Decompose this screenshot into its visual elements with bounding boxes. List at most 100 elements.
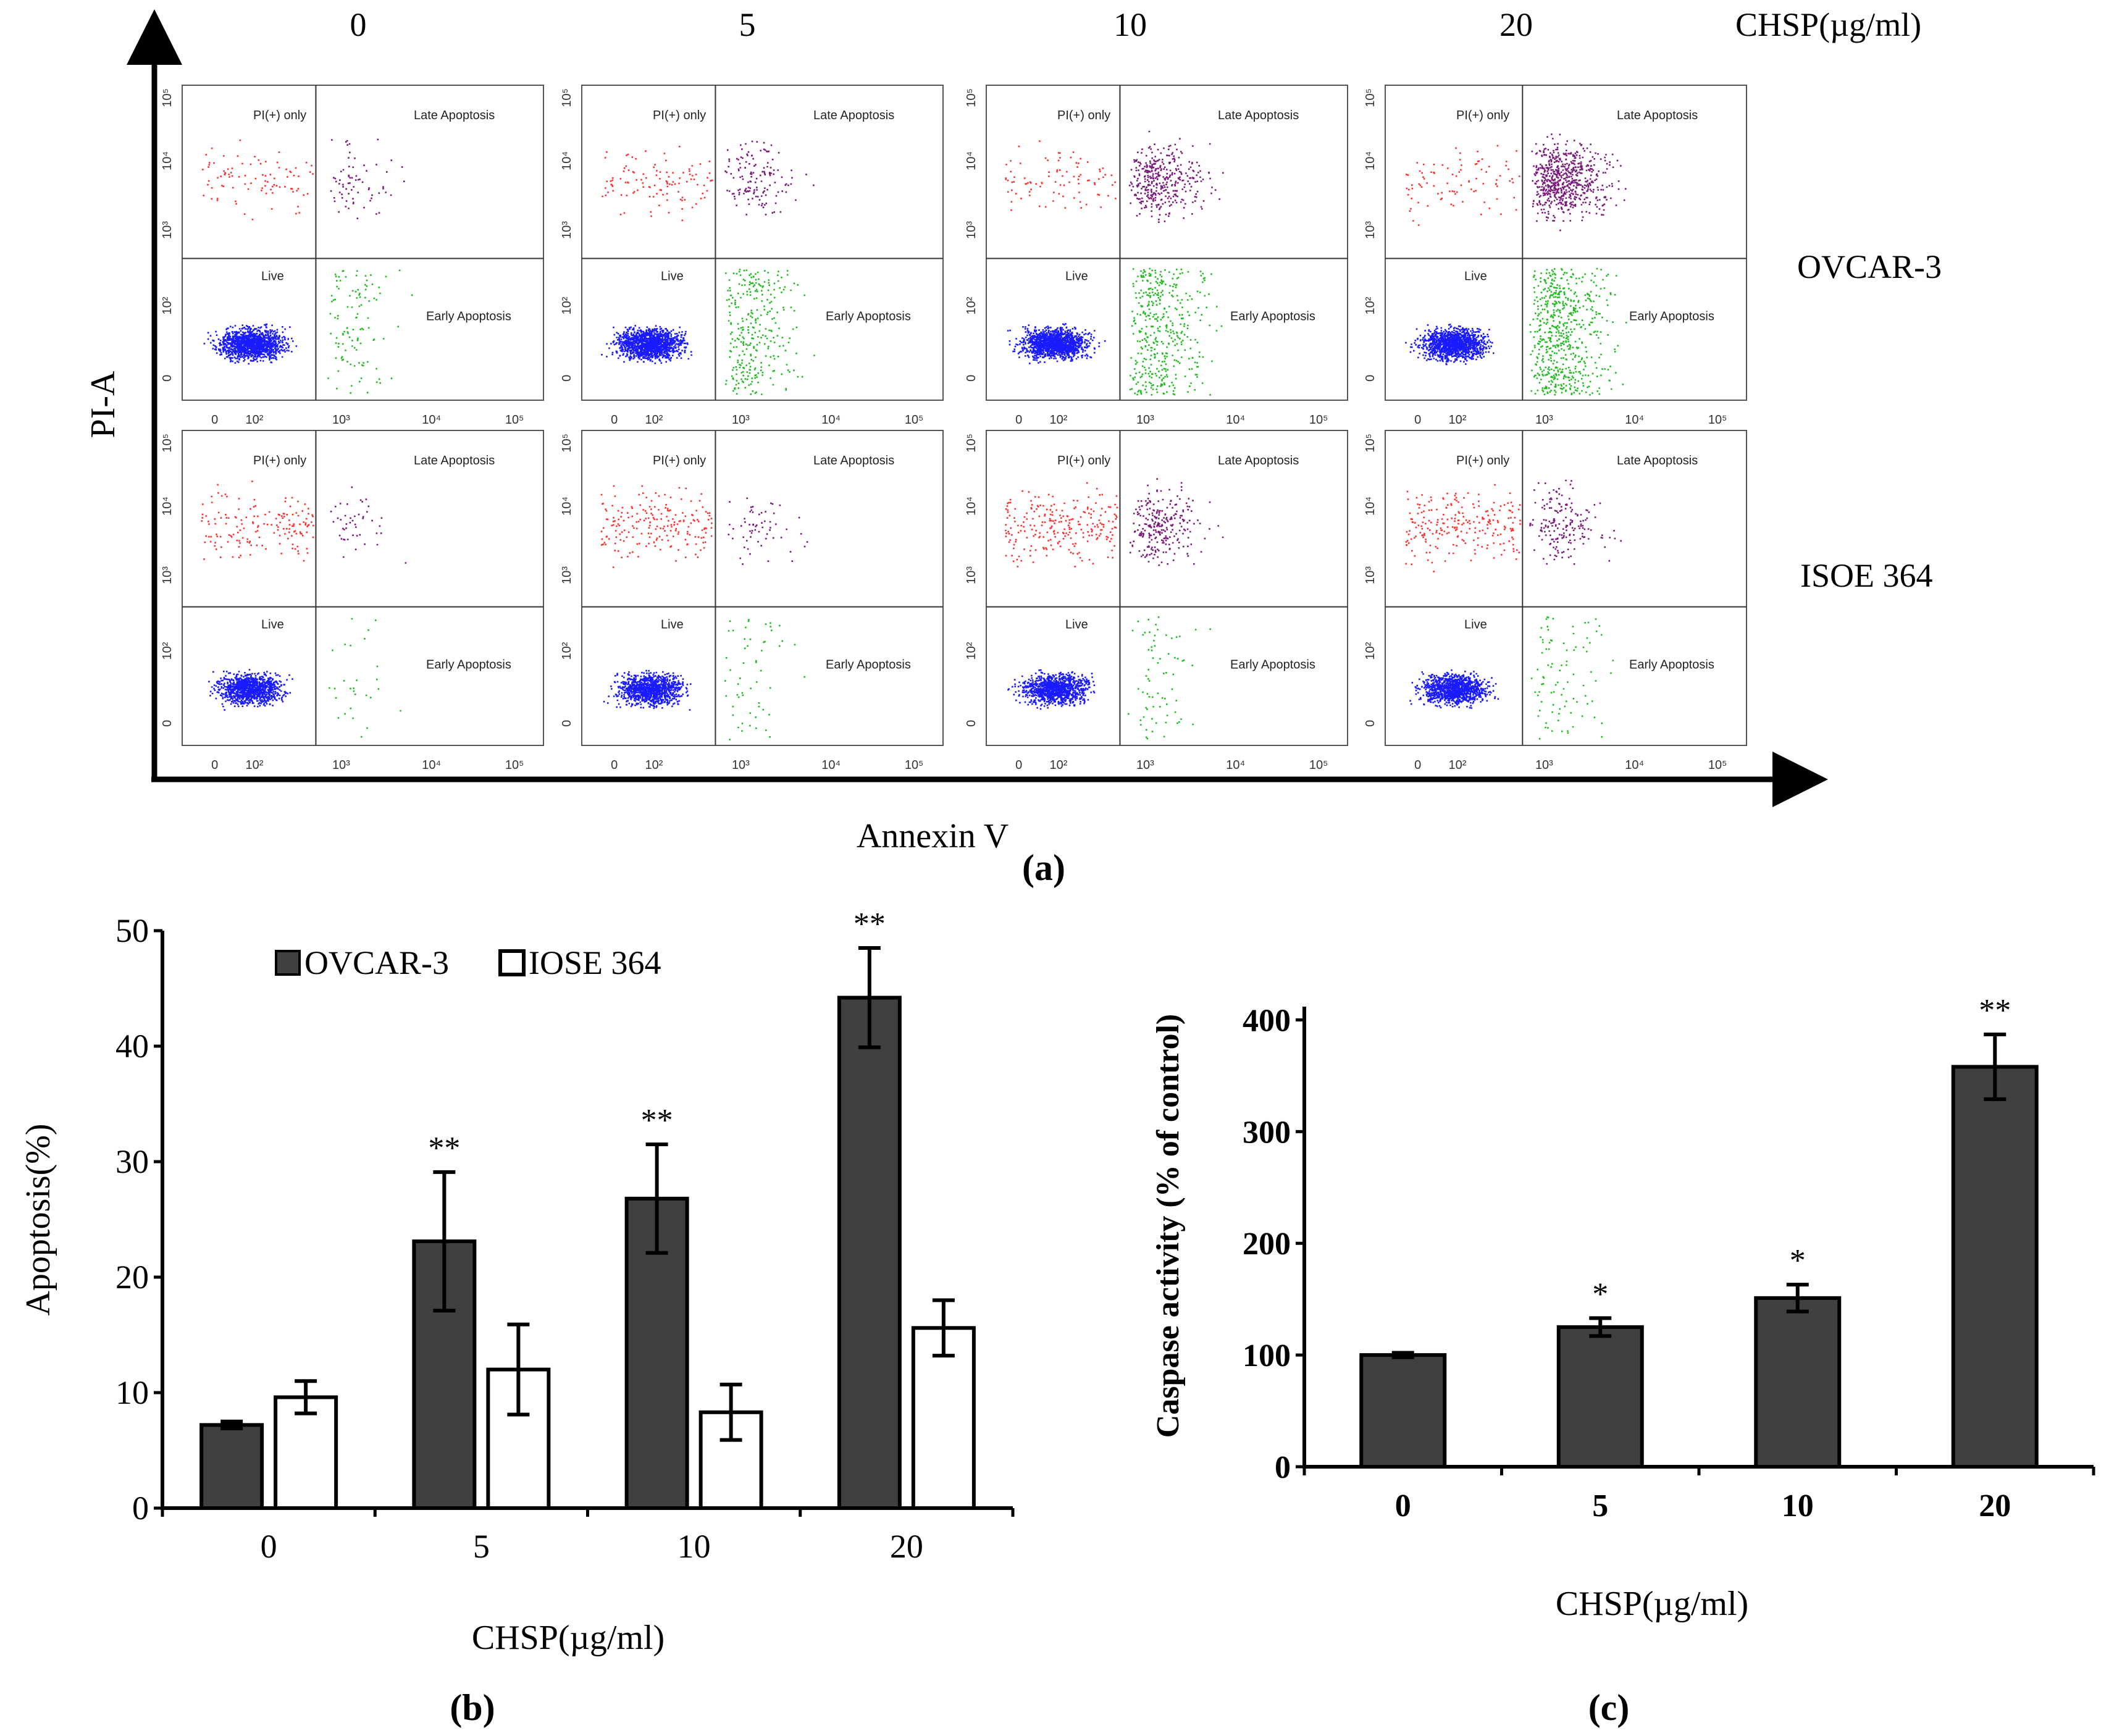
plot-frame: [986, 430, 1348, 746]
scatter-plot-1-0: PI(+) only Late Apoptosis Live Early Apopto…: [161, 430, 544, 772]
scatter-plot-0-2: PI(+) only Late Apoptosis Live Early Apopto…: [965, 85, 1348, 427]
y-tick-label: 10²: [1364, 296, 1377, 314]
x-tick-label: 10⁴: [1625, 758, 1644, 772]
event-dots: [724, 619, 805, 740]
x-tick-label: 10⁵: [905, 758, 924, 772]
event-dots: [208, 669, 293, 711]
y-tick-label: 0: [560, 375, 574, 382]
quadrant-label-live: Live: [1464, 270, 1487, 283]
x-tick-label: 10²: [246, 758, 264, 772]
legend-swatch-iose364: [498, 949, 526, 976]
x-tick-label: 10³: [1136, 413, 1154, 427]
x-tick-label: 10⁴: [821, 758, 841, 772]
panel-b-label: (b): [450, 1687, 495, 1728]
quadrant-label-late-apoptosis: Late Apoptosis: [414, 454, 495, 468]
bar-caspase-0: [1359, 1353, 1447, 1469]
x-tick-label: 0: [1414, 413, 1421, 427]
x-category-label: 0: [261, 1528, 277, 1565]
quadrant-label-live: Live: [661, 270, 684, 283]
x-tick-label: 10²: [645, 413, 663, 427]
bar-caspase-10: [1754, 1296, 1842, 1469]
y-tick-label: 0: [161, 375, 174, 382]
quadrant-label-late-apoptosis: Late Apoptosis: [1218, 109, 1299, 122]
quadrant-label-pi-only: PI(+) only: [653, 109, 706, 122]
x-tick-label: 0: [1015, 413, 1022, 427]
y-tick-label: 10²: [965, 296, 978, 314]
x-tick-label: 10²: [246, 413, 264, 427]
y-tick-label: 0: [1275, 1450, 1291, 1485]
x-axis-label: CHSP(µg/ml): [1556, 1585, 1748, 1623]
quadrant-label-late-apoptosis: Late Apoptosis: [414, 109, 495, 122]
quadrant-label-pi-only: PI(+) only: [1057, 454, 1110, 468]
significance-marker: **: [853, 907, 886, 942]
y-tick-label: 10⁴: [161, 497, 174, 516]
x-tick-label: 10⁵: [1309, 758, 1328, 772]
y-tick-label: 10³: [965, 221, 978, 239]
x-tick-label: 10⁵: [1708, 758, 1727, 772]
y-tick-label: 10²: [161, 642, 174, 660]
y-tick-label: 10⁵: [965, 434, 978, 453]
y-tick-label: 10³: [965, 566, 978, 584]
conc-label-0: 0: [350, 6, 367, 43]
event-dots: [203, 323, 298, 365]
legend-swatch-ovcar3: [275, 950, 301, 976]
quadrant-label-early-apoptosis: Early Apoptosis: [1629, 658, 1714, 672]
y-tick-label: 10⁵: [161, 88, 174, 107]
quadrant-label-early-apoptosis: Early Apoptosis: [426, 310, 511, 324]
legend-label-iose364: IOSE 364: [529, 944, 661, 981]
quadrant-label-late-apoptosis: Late Apoptosis: [813, 109, 894, 122]
y-tick-label: 40: [115, 1028, 149, 1065]
y-tick-label: 10⁵: [1364, 88, 1377, 107]
y-tick-label: 10: [115, 1374, 149, 1411]
event-dots: [1129, 267, 1223, 396]
scatter-plot-grid: PI(+) only Late Apoptosis Live Early Apopto…: [161, 85, 1747, 772]
event-dots: [601, 325, 692, 364]
y-tick-label: 0: [560, 720, 574, 727]
x-category-label: 0: [1395, 1488, 1411, 1524]
x-category-label: 5: [1592, 1488, 1608, 1524]
y-tick-label: 10²: [560, 642, 574, 660]
plot-frame: [182, 85, 544, 401]
y-tick-label: 10⁴: [161, 151, 174, 170]
y-tick-label: 10⁵: [161, 434, 174, 453]
x-tick-label: 10³: [732, 758, 750, 772]
x-tick-label: 10²: [645, 758, 663, 772]
x-category-label: 20: [890, 1528, 923, 1565]
bar-ovcar-3-0: [199, 1423, 264, 1511]
x-tick-label: 10⁴: [1226, 758, 1245, 772]
event-dots: [1406, 145, 1520, 226]
row-label-isoe364: ISOE 364: [1800, 557, 1933, 594]
quadrant-label-early-apoptosis: Early Apoptosis: [1230, 658, 1315, 672]
x-tick-label: 10⁵: [1708, 413, 1727, 427]
x-tick-label: 0: [1414, 758, 1421, 772]
x-tick-label: 10⁴: [821, 413, 841, 427]
y-tick-label: 0: [132, 1490, 149, 1527]
event-dots: [327, 269, 413, 394]
x-tick-label: 10²: [1449, 758, 1467, 772]
annexin-axis-label: Annexin V: [857, 817, 1009, 855]
y-tick-label: 10³: [560, 221, 574, 239]
scatter-plot-1-3: PI(+) only Late Apoptosis Live Early Apopto…: [1364, 430, 1747, 772]
event-dots: [603, 669, 692, 711]
x-category-label: 10: [677, 1528, 711, 1565]
event-dots: [1128, 130, 1224, 223]
bar-ovcar-3-20: [837, 996, 902, 1510]
pi-a-axis-label: PI-A: [84, 371, 122, 438]
quadrant-label-early-apoptosis: Early Apoptosis: [826, 658, 911, 672]
y-tick-label: 10²: [161, 296, 174, 314]
y-tick-label: 10⁴: [1364, 151, 1377, 170]
quadrant-label-late-apoptosis: Late Apoptosis: [1218, 454, 1299, 468]
quadrant-label-early-apoptosis: Early Apoptosis: [1629, 310, 1714, 324]
y-tick-label: 100: [1243, 1338, 1291, 1373]
x-category-label: 20: [1979, 1488, 2011, 1524]
y-tick-label: 10⁴: [965, 151, 978, 170]
y-tick-label: 0: [1364, 720, 1377, 727]
y-tick-label: 10⁵: [560, 434, 574, 453]
x-tick-label: 10³: [1136, 758, 1154, 772]
x-tick-label: 10³: [332, 758, 350, 772]
x-tick-label: 10²: [1050, 413, 1068, 427]
y-tick-label: 300: [1243, 1115, 1291, 1150]
quadrant-label-pi-only: PI(+) only: [253, 109, 306, 122]
significance-marker: *: [1592, 1277, 1608, 1312]
